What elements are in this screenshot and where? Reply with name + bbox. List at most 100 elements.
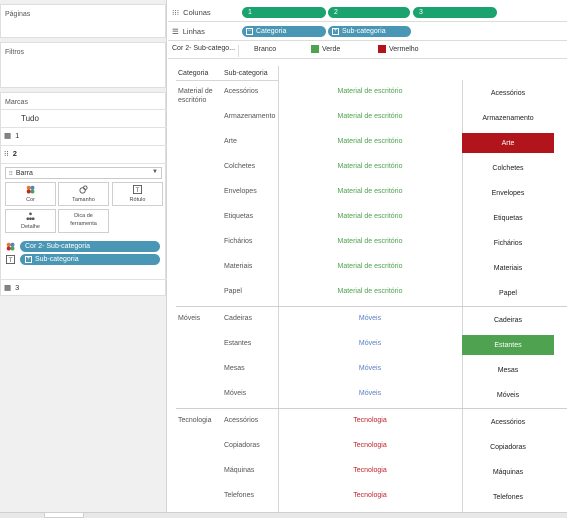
pages-title: Páginas <box>5 11 31 18</box>
column2-cell-text: Papel <box>499 289 517 297</box>
column1-cell[interactable]: Material de escritório <box>337 288 403 295</box>
column2-cell[interactable]: Mesas <box>462 360 554 380</box>
column2-cell-text: Cadeiras <box>493 316 522 324</box>
column1-cell[interactable]: Tecnologia <box>353 492 387 499</box>
left-panel: Páginas Filtros Marcas Tudo ▦ 1 ⁝⁝ 2 ⁝⁝ … <box>0 0 167 518</box>
subcategory-label[interactable]: Papel <box>224 288 242 295</box>
column-pill-1[interactable]: 1 <box>242 7 326 18</box>
text-field-pill[interactable]: + Sub-categoria <box>20 254 160 265</box>
subcategory-label[interactable]: Móveis <box>224 390 247 397</box>
subcategory-label[interactable]: Fichários <box>224 238 253 245</box>
marks-layer-1[interactable]: ▦ 1 <box>4 131 19 140</box>
column2-cell-text: Armazenamento <box>482 114 534 122</box>
bar-chart-icon: ⁝⁝ <box>9 170 13 177</box>
tooltip-button[interactable]: Dica de ferramenta <box>58 209 109 233</box>
category-label[interactable]: Móveis <box>178 314 200 323</box>
subcategory-label[interactable]: Acessórios <box>224 88 259 95</box>
column2-cell[interactable]: Colchetes <box>462 158 554 178</box>
subcategory-label[interactable]: Mesas <box>224 365 245 372</box>
column2-cell[interactable]: Fichários <box>462 233 554 253</box>
column2-cell[interactable]: Cadeiras <box>462 310 554 330</box>
row-pill-subcategory[interactable]: + Sub-categoria <box>328 26 411 37</box>
detail-button-label: Detalhe <box>21 223 40 230</box>
column1-cell[interactable]: Material de escritório <box>337 163 403 170</box>
row-pill-subcategory-label: Sub-categoria <box>342 28 386 35</box>
legend-item-red[interactable]: Vermelho <box>378 45 419 53</box>
subcategory-label[interactable]: Armazenamento <box>224 113 276 120</box>
pages-card[interactable]: Páginas <box>0 4 166 38</box>
legend-title[interactable]: Cor 2- Sub-catego... <box>172 45 239 57</box>
color-dots-icon <box>26 185 35 196</box>
column1-cell[interactable]: Tecnologia <box>353 417 387 424</box>
subcategory-label[interactable]: Estantes <box>224 340 252 347</box>
filters-card[interactable]: Filtros <box>0 42 166 88</box>
subcategory-label[interactable]: Cadeiras <box>224 315 253 322</box>
column1-cell[interactable]: Móveis <box>358 365 382 372</box>
column2-cell[interactable]: Acessórios <box>462 83 554 103</box>
sheet-tab[interactable] <box>44 513 84 518</box>
column2-cell[interactable]: Materiais <box>462 258 554 278</box>
subcategory-label[interactable]: Máquinas <box>224 467 255 474</box>
column2-cell[interactable]: Máquinas <box>462 462 554 482</box>
column2-cell-text: Etiquetas <box>493 214 523 222</box>
marks-layer-2-label: 2 <box>12 149 17 158</box>
column2-cell[interactable]: Telefones <box>462 487 554 507</box>
marks-layer-1-label: 1 <box>15 131 20 140</box>
category-label[interactable]: Tecnologia <box>178 416 211 425</box>
column2-cell[interactable]: Acessórios <box>462 412 554 432</box>
column1-cell[interactable]: Material de escritório <box>337 238 403 245</box>
subcategory-label[interactable]: Acessórios <box>224 417 259 424</box>
column2-cell-text: Telefones <box>493 493 523 501</box>
column2-cell[interactable]: Copiadoras <box>462 437 554 457</box>
column1-cell[interactable]: Material de escritório <box>337 88 403 95</box>
column-pill-2[interactable]: 2 <box>328 7 410 18</box>
column1-cell[interactable]: Material de escritório <box>337 213 403 220</box>
column1-cell[interactable]: Tecnologia <box>353 442 387 449</box>
column1-cell[interactable]: Móveis <box>358 315 382 322</box>
column2-cell-text: Envelopes <box>491 189 525 197</box>
color-field-pill[interactable]: Cor 2- Sub-categoria <box>20 241 160 252</box>
header-category: Categoria <box>178 70 209 77</box>
subcategory-label[interactable]: Envelopes <box>224 188 257 195</box>
subcategory-label[interactable]: Materiais <box>224 263 253 270</box>
marks-all[interactable]: Tudo <box>21 114 39 123</box>
column1-cell[interactable]: Móveis <box>358 390 382 397</box>
crosstab-view: Categoria Sub-categoria Material de escri… <box>176 66 567 518</box>
subcategory-label[interactable]: Etiquetas <box>224 213 254 220</box>
subcategory-label[interactable]: Colchetes <box>224 163 256 170</box>
legend-item-white[interactable]: Branco <box>243 45 276 53</box>
marks-layer-3[interactable]: ▦ 3 <box>4 283 19 292</box>
column2-cell-text: Acessórios <box>490 89 526 97</box>
column1-cell[interactable]: Tecnologia <box>353 467 387 474</box>
detail-button[interactable]: Detalhe <box>5 209 56 233</box>
column2-cell[interactable]: Arte <box>462 133 554 153</box>
column2-cell-text: Colchetes <box>492 164 524 172</box>
column1-cell[interactable]: Material de escritório <box>337 263 403 270</box>
column2-cell[interactable]: Estantes <box>462 335 554 355</box>
subcategory-label[interactable]: Arte <box>224 138 237 145</box>
marks-layer-2[interactable]: ⁝⁝ 2 <box>4 149 17 158</box>
color-button[interactable]: Cor <box>5 182 56 206</box>
column2-cell[interactable]: Papel <box>462 283 554 303</box>
subcategory-label[interactable]: Telefones <box>224 492 254 499</box>
category-label[interactable]: Material de escritório <box>178 87 213 105</box>
size-button[interactable]: Tamanho <box>58 182 109 206</box>
subcategory-label[interactable]: Copiadoras <box>224 442 260 449</box>
column1-cell[interactable]: Material de escritório <box>337 113 403 120</box>
column2-cell[interactable]: Móveis <box>462 385 554 405</box>
detail-icon <box>26 212 35 223</box>
column1-cell[interactable]: Móveis <box>358 340 382 347</box>
header-subcategory: Sub-categoria <box>224 70 268 77</box>
column1-cell[interactable]: Material de escritório <box>337 188 403 195</box>
column2-cell-text: Copiadoras <box>490 443 526 451</box>
column2-cell[interactable]: Etiquetas <box>462 208 554 228</box>
column1-cell[interactable]: Material de escritório <box>337 138 403 145</box>
label-button[interactable]: T Rótulo <box>112 182 163 206</box>
legend-item-green[interactable]: Verde <box>311 45 340 53</box>
category-label-line: Material de <box>178 88 213 95</box>
column2-cell[interactable]: Envelopes <box>462 183 554 203</box>
mark-type-dropdown[interactable]: ⁝⁝ Barra ▼ <box>5 167 162 179</box>
column-pill-3[interactable]: 3 <box>413 7 497 18</box>
column2-cell[interactable]: Armazenamento <box>462 108 554 128</box>
row-pill-category[interactable]: − Categoria <box>242 26 326 37</box>
